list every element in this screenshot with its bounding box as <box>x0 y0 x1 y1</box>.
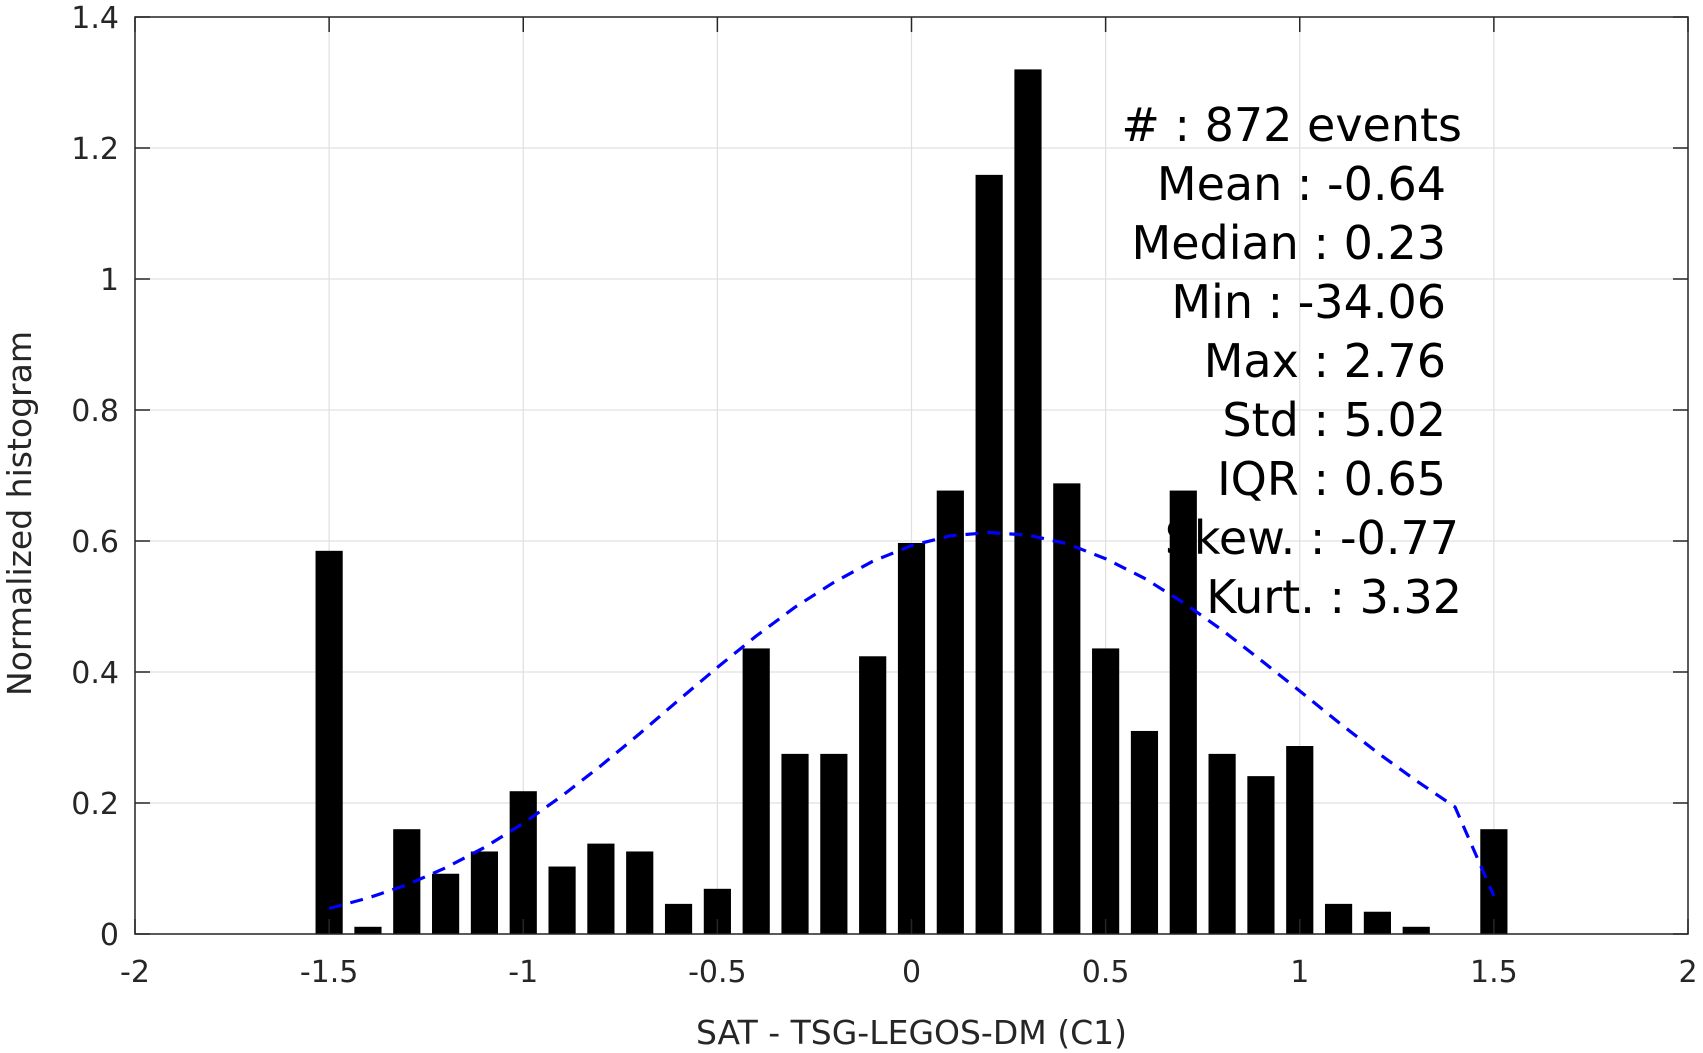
histogram-bar-17 <box>975 174 1003 935</box>
histogram-bar-6 <box>548 866 576 934</box>
y-axis-label: Normalized histogram <box>0 331 39 696</box>
stats-line-8: Kurt. : 3.32 <box>1206 570 1462 624</box>
histogram-bar-7 <box>587 843 615 934</box>
stats-line-3: Min : -34.06 <box>1171 275 1446 329</box>
y-tick-label-0: 0 <box>100 918 119 953</box>
histogram-bar-27 <box>1363 911 1391 934</box>
x-tick-label-3: -0.5 <box>688 955 747 990</box>
x-tick-label-4: 0 <box>902 955 921 990</box>
histogram-bar-26 <box>1324 903 1353 934</box>
histogram-bar-1 <box>354 926 382 934</box>
x-axis-label: SAT - TSG-LEGOS-DM (C1) <box>696 1013 1127 1052</box>
fit-curve-group <box>328 530 1496 911</box>
histogram-bar-15 <box>897 542 926 934</box>
y-tick-label-2: 0.4 <box>71 656 119 691</box>
histogram-bar-13 <box>820 753 848 934</box>
y-tick-label-1: 0.2 <box>71 787 119 822</box>
x-tick-label-7: 1.5 <box>1470 955 1518 990</box>
stats-line-4: Max : 2.76 <box>1204 334 1446 388</box>
stats-line-1: Mean : -0.64 <box>1157 157 1446 211</box>
y-tick-label-4: 0.8 <box>71 394 119 429</box>
histogram-bar-25 <box>1286 746 1314 934</box>
histogram-bars <box>315 69 1508 935</box>
stats-line-7: Skew. : -0.77 <box>1165 511 1459 565</box>
y-tick-label-7: 1.4 <box>71 1 119 36</box>
histogram-bar-19 <box>1053 483 1081 934</box>
histogram-bar-18 <box>1014 69 1042 934</box>
histogram-bar-30 <box>1480 829 1508 934</box>
y-tick-label-3: 0.6 <box>71 525 119 560</box>
x-tick-label-2: -1 <box>508 955 538 990</box>
stats-line-0: # : 872 events <box>1121 98 1462 152</box>
histogram-bar-22 <box>1169 490 1197 934</box>
x-tick-label-0: -2 <box>120 955 150 990</box>
x-tick-label-1: -1.5 <box>300 955 359 990</box>
histogram-bar-14 <box>859 656 887 934</box>
histogram-bar-0 <box>315 550 343 934</box>
histogram-bar-9 <box>664 903 693 934</box>
histogram-bar-21 <box>1130 730 1159 934</box>
histogram-bar-4 <box>470 851 499 934</box>
y-tick-label-6: 1.2 <box>71 132 119 167</box>
histogram-bar-24 <box>1247 776 1275 934</box>
x-tick-label-5: 0.5 <box>1082 955 1130 990</box>
stats-line-5: Std : 5.02 <box>1222 393 1446 447</box>
fit-curve-line <box>328 530 1496 911</box>
x-tick-label-8: 2 <box>1678 955 1697 990</box>
histogram-bar-23 <box>1208 753 1236 934</box>
y-tick-label-5: 1 <box>100 263 119 298</box>
histogram-bar-12 <box>781 753 809 934</box>
x-tick-label-6: 1 <box>1290 955 1309 990</box>
histogram-bar-3 <box>432 873 460 934</box>
histogram-bar-28 <box>1402 926 1430 934</box>
histogram-bar-11 <box>742 648 770 934</box>
stats-line-6: IQR : 0.65 <box>1217 452 1446 506</box>
histogram-bar-5 <box>509 791 537 934</box>
histogram-bar-8 <box>626 851 654 934</box>
histogram-bar-16 <box>936 490 964 934</box>
tick-labels: -2 -1.5 -1 -0.5 0 0.5 1 1.5 2 0 0.2 0.4 0.6 0.8 1 1.2 1.… <box>71 1 1697 990</box>
axes <box>134 16 1689 935</box>
histogram-bar-20 <box>1092 648 1120 934</box>
stats-line-2: Median : 0.23 <box>1132 216 1446 270</box>
